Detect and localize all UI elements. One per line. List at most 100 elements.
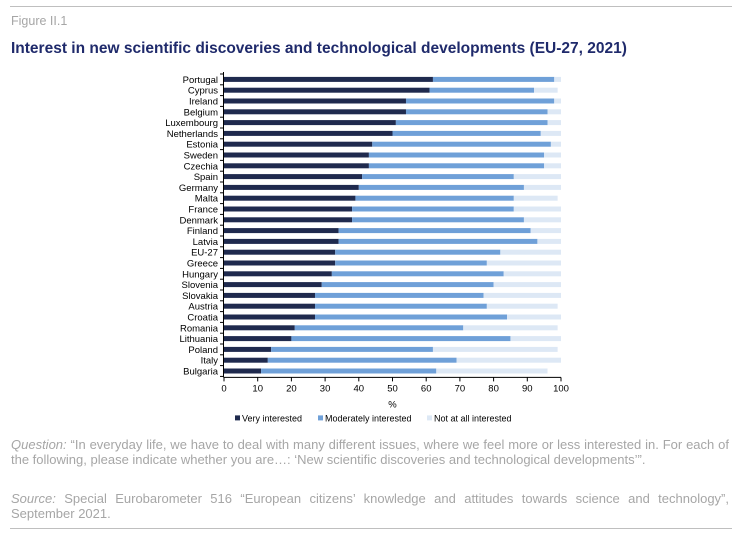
category-label-portugal: Portugal (183, 75, 218, 86)
category-label-hungary: Hungary (182, 269, 218, 280)
bar-germany-not-at-all-interested (523, 184, 561, 190)
category-label-france: France (188, 205, 218, 216)
category-label-romania: Romania (180, 323, 219, 334)
bar-slovenia-not-at-all-interested (493, 282, 561, 288)
bar-spain-very-interested (224, 174, 363, 180)
question-lead: Question: (11, 437, 67, 452)
bar-romania-not-at-all-interested (463, 325, 558, 331)
bar-lithuania-moderately-interested (291, 336, 511, 342)
bar-cyprus-very-interested (224, 87, 430, 93)
bar-malta-not-at-all-interested (513, 195, 558, 201)
bar-portugal-very-interested (224, 76, 433, 82)
bar-slovenia-moderately-interested (321, 282, 494, 288)
bar-denmark-moderately-interested (352, 217, 524, 223)
bar-ireland-very-interested (224, 98, 406, 104)
bar-poland-moderately-interested (271, 346, 433, 352)
bar-netherlands-very-interested (224, 130, 393, 136)
category-label-belgium: Belgium (184, 107, 218, 118)
category-label-bulgaria: Bulgaria (183, 367, 219, 378)
bar-belgium-moderately-interested (405, 109, 548, 115)
legend-label-very-interested: Very interested (242, 413, 302, 423)
bar-latvia-not-at-all-interested (537, 238, 561, 244)
category-label-slovakia: Slovakia (182, 291, 219, 302)
x-tick-label-0: 0 (221, 383, 226, 394)
category-label-greece: Greece (187, 259, 218, 270)
legend-label-not-at-all-interested: Not at all interested (434, 413, 512, 423)
legend-label-moderately-interested: Moderately interested (325, 413, 412, 423)
bar-luxembourg-very-interested (224, 120, 396, 126)
legend-swatch-not-at-all-interested (427, 415, 432, 421)
bar-spain-not-at-all-interested (513, 174, 561, 180)
category-label-poland: Poland (188, 345, 218, 356)
bar-finland-moderately-interested (338, 228, 531, 234)
bar-france-not-at-all-interested (513, 206, 561, 212)
question-text: “In everyday life, we have to deal with … (11, 437, 729, 467)
bar-portugal-moderately-interested (432, 76, 555, 82)
bar-slovakia-not-at-all-interested (483, 292, 561, 298)
bar-romania-moderately-interested (294, 325, 464, 331)
category-label-luxembourg: Luxembourg (165, 118, 218, 129)
bottom-rule (10, 528, 732, 529)
bar-finland-not-at-all-interested (530, 228, 561, 234)
bar-portugal-not-at-all-interested (554, 76, 561, 82)
bar-sweden-not-at-all-interested (544, 152, 561, 158)
bar-croatia-moderately-interested (314, 314, 508, 320)
category-label-lithuania: Lithuania (179, 334, 218, 345)
bar-finland-very-interested (224, 228, 339, 234)
category-label-malta: Malta (195, 194, 219, 205)
bar-bulgaria-not-at-all-interested (436, 368, 548, 374)
bar-austria-very-interested (224, 303, 315, 309)
category-label-sweden: Sweden (184, 151, 218, 162)
figure-label: Figure II.1 (11, 14, 68, 28)
bar-lithuania-very-interested (224, 336, 292, 342)
category-label-cyprus: Cyprus (188, 86, 218, 97)
bar-poland-not-at-all-interested (432, 346, 558, 352)
source-text: Special Eurobarometer 516 “European citi… (11, 491, 729, 521)
bar-hungary-very-interested (224, 271, 332, 277)
x-tick-label-60: 60 (421, 383, 432, 394)
bar-luxembourg-not-at-all-interested (547, 120, 561, 126)
category-label-ireland: Ireland (189, 97, 218, 108)
top-rule (10, 6, 732, 7)
bar-poland-very-interested (224, 346, 272, 352)
bar-czechia-not-at-all-interested (544, 163, 561, 169)
bar-denmark-very-interested (224, 217, 353, 223)
bar-romania-very-interested (224, 325, 295, 331)
bar-hungary-moderately-interested (331, 271, 504, 277)
category-label-slovenia: Slovenia (182, 280, 219, 291)
bar-greece-very-interested (224, 260, 336, 266)
bar-eu-27-moderately-interested (335, 249, 501, 255)
category-label-netherlands: Netherlands (167, 129, 218, 140)
bar-latvia-very-interested (224, 238, 339, 244)
bar-france-very-interested (224, 206, 353, 212)
bar-austria-not-at-all-interested (486, 303, 558, 309)
category-label-latvia: Latvia (193, 237, 219, 248)
x-tick-label-90: 90 (522, 383, 533, 394)
source-lead: Source: (11, 491, 56, 506)
bar-croatia-not-at-all-interested (507, 314, 561, 320)
x-tick-label-100: 100 (553, 383, 569, 394)
x-tick-label-70: 70 (455, 383, 466, 394)
category-label-croatia: Croatia (187, 313, 218, 324)
bar-ireland-not-at-all-interested (554, 98, 561, 104)
category-label-germany: Germany (179, 183, 218, 194)
category-label-austria: Austria (188, 302, 218, 313)
bar-italy-very-interested (224, 357, 268, 363)
category-label-italy: Italy (201, 356, 219, 367)
category-label-finland: Finland (187, 226, 218, 237)
category-label-czechia: Czechia (184, 161, 219, 172)
bar-slovenia-very-interested (224, 282, 322, 288)
bar-cyprus-moderately-interested (429, 87, 535, 93)
source-note: Source: Special Eurobarometer 516 “Europ… (11, 491, 729, 521)
bar-ireland-moderately-interested (405, 98, 555, 104)
bar-bulgaria-moderately-interested (261, 368, 437, 374)
bar-croatia-very-interested (224, 314, 315, 320)
x-tick-label-40: 40 (354, 383, 365, 394)
category-label-eu-27: EU-27 (191, 248, 218, 259)
bar-latvia-moderately-interested (338, 238, 538, 244)
x-tick-label-80: 80 (488, 383, 499, 394)
chart-title: Interest in new scientific discoveries a… (11, 40, 627, 57)
legend-swatch-very-interested (235, 415, 240, 421)
bar-czechia-moderately-interested (368, 163, 545, 169)
bar-estonia-moderately-interested (372, 141, 551, 147)
